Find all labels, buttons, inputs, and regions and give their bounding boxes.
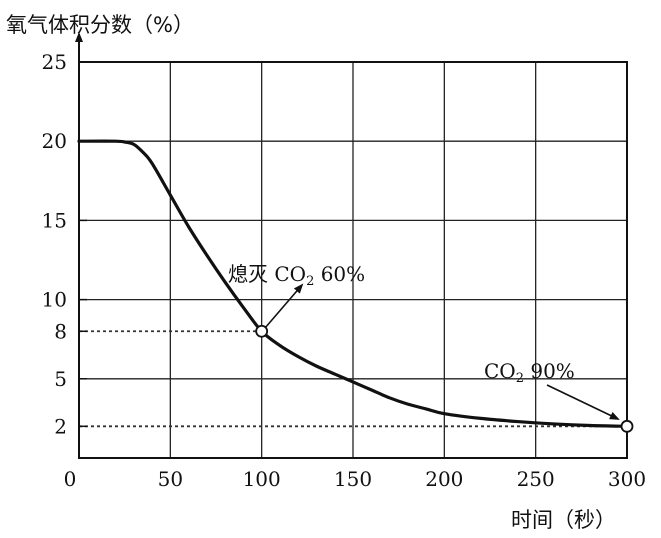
y-tick-label: 25 <box>42 50 67 74</box>
y-axis-label: 氧气体积分数（%） <box>6 13 194 37</box>
y-tick-label: 15 <box>42 208 67 232</box>
annotation-text: 熄灭 <box>228 262 274 286</box>
grid <box>79 62 627 458</box>
guide-lines <box>79 330 627 428</box>
formula-rest: 60% <box>314 262 365 286</box>
formula-rest: 90% <box>524 359 575 383</box>
x-tick-label: 150 <box>334 467 372 491</box>
marked-point <box>255 324 269 338</box>
x-tick-label: 200 <box>425 467 463 491</box>
x-axis-label: 时间（秒） <box>511 508 616 532</box>
annotation-arrow <box>265 283 304 328</box>
annotations: 熄灭 CO2 60%CO2 90% <box>228 262 620 420</box>
y-tick-label: 10 <box>42 288 67 312</box>
x-tick-label: 0 <box>64 467 77 491</box>
y-tick-label: 5 <box>54 367 67 391</box>
annotation-label: CO2 90% <box>484 359 575 386</box>
y-tick-label: 8 <box>54 319 67 343</box>
annotation-arrow <box>546 384 620 420</box>
formula-subscript: 2 <box>306 274 314 289</box>
x-tick-label: 250 <box>517 467 555 491</box>
y-tick-label: 20 <box>42 129 67 153</box>
formula-main: CO <box>484 359 516 383</box>
formula-subscript: 2 <box>516 371 524 386</box>
x-tick-label: 50 <box>158 467 183 491</box>
y-tick-label: 2 <box>54 414 67 438</box>
plot-frame <box>78 61 628 459</box>
marked-point <box>620 419 634 433</box>
marked-points <box>255 324 634 433</box>
annotation-label: 熄灭 CO2 60% <box>228 262 365 289</box>
x-tick-label: 300 <box>608 467 646 491</box>
formula-main: CO <box>274 262 306 286</box>
x-tick-label: 100 <box>243 467 281 491</box>
oxygen-curve-line <box>77 139 629 428</box>
